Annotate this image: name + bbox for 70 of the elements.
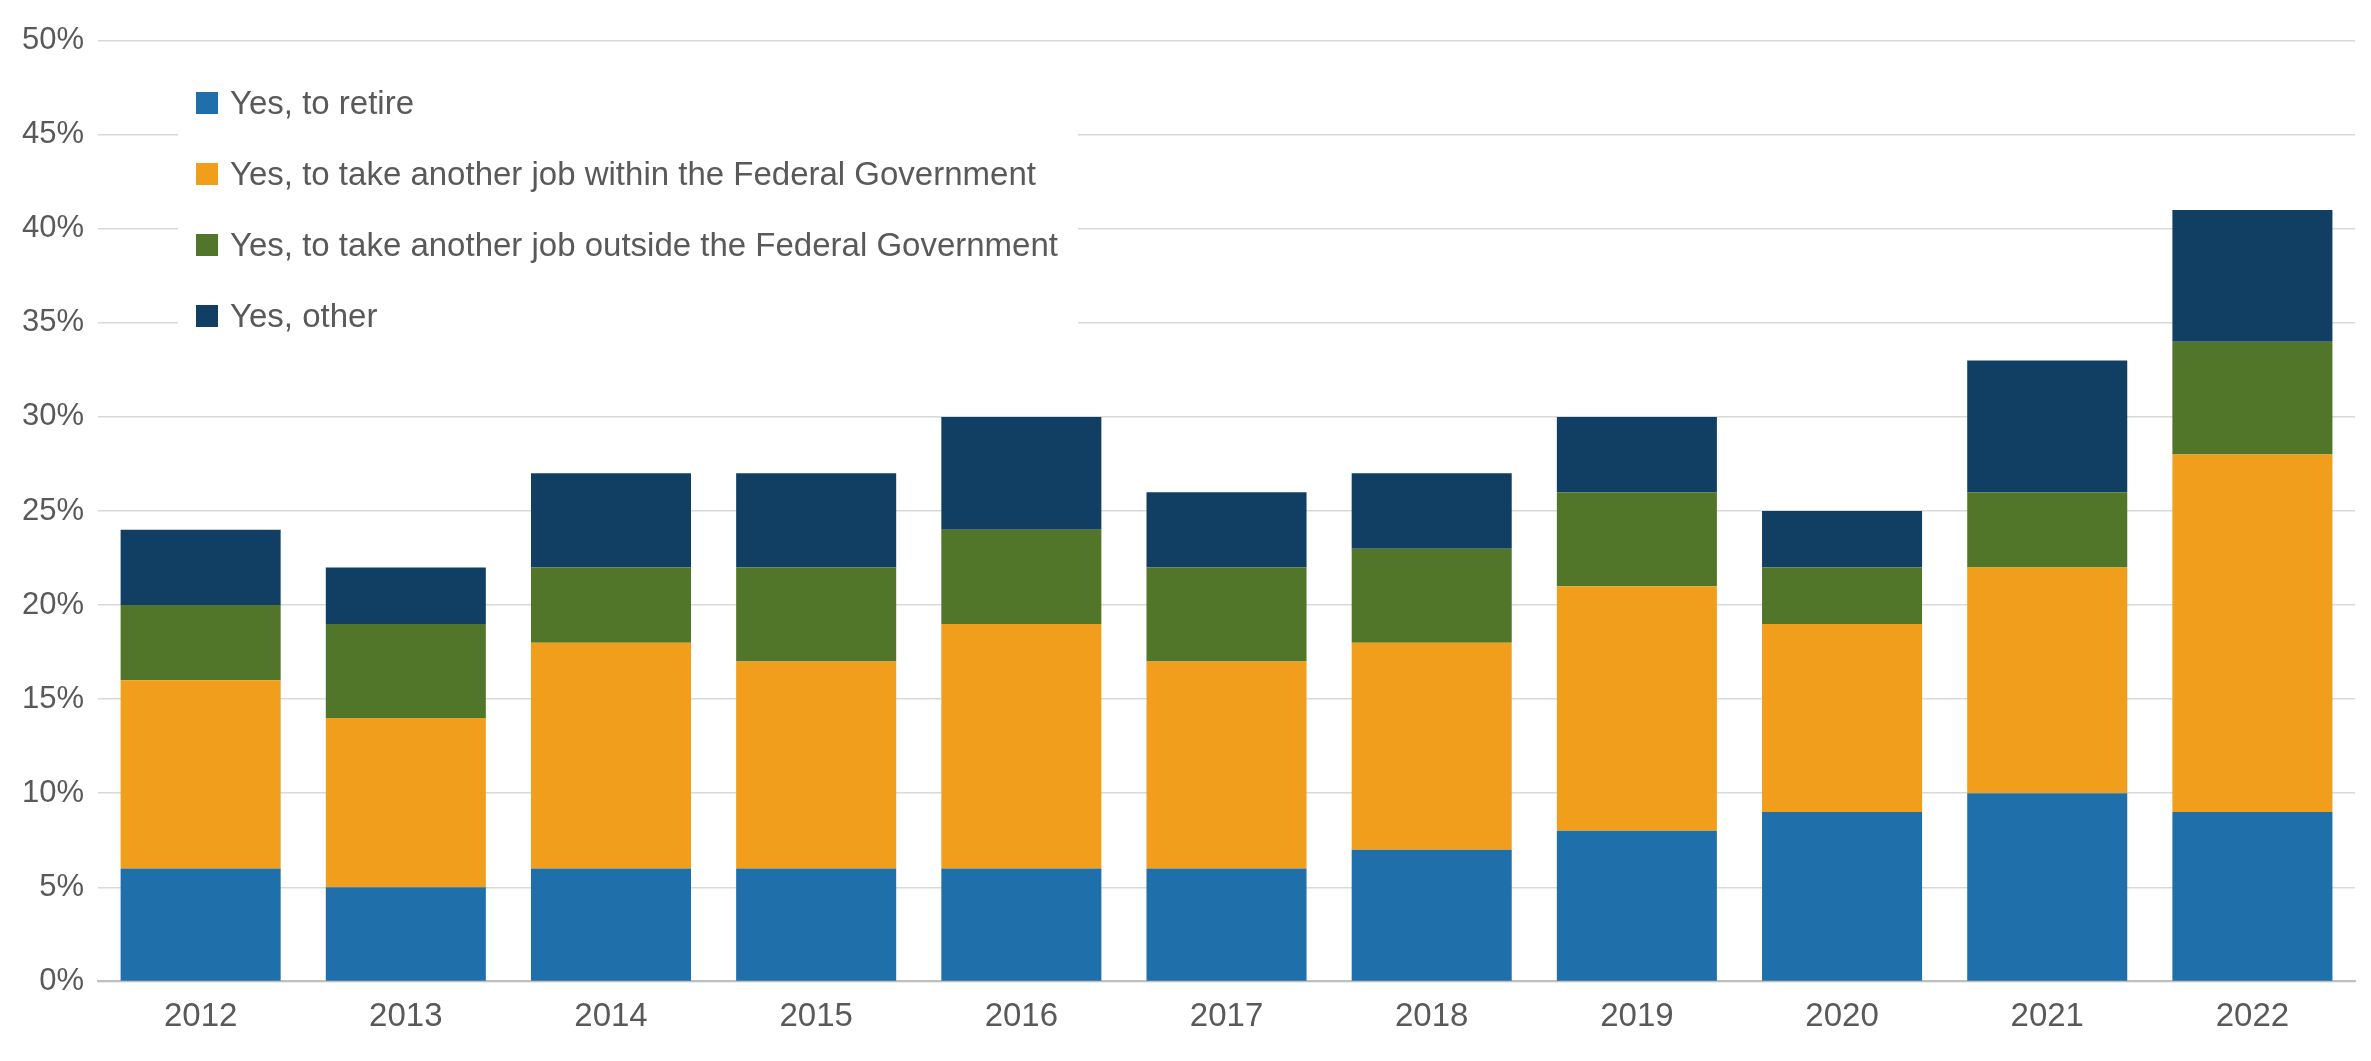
y-tick-label: 0% (39, 961, 85, 997)
bar (941, 868, 1102, 981)
y-tick-label: 40% (22, 209, 85, 245)
bar (1967, 492, 2128, 568)
x-tick-label: 2018 (1394, 996, 1469, 1034)
y-tick-label: 10% (22, 773, 85, 809)
x-tick-label: 2013 (369, 996, 443, 1034)
bar (1146, 868, 1307, 981)
y-tick-label: 5% (39, 867, 85, 903)
x-tick-label: 2012 (163, 996, 238, 1034)
bar (1556, 830, 1717, 981)
legend-label: Yes, other (230, 296, 378, 335)
bar (120, 605, 281, 681)
x-tick-label: 2015 (779, 996, 853, 1034)
legend-label: Yes, to take another job within the Federal Government (230, 154, 1036, 193)
bar (2172, 812, 2333, 981)
y-tick-label: 20% (22, 585, 85, 621)
x-tick-label: 2017 (1189, 996, 1264, 1034)
bar (1351, 642, 1512, 850)
bar (941, 416, 1102, 530)
x-tick-label: 2022 (2215, 996, 2290, 1034)
bar (325, 717, 486, 888)
bar (1351, 473, 1512, 549)
bar (941, 529, 1102, 624)
bar (530, 473, 692, 568)
bar (2172, 454, 2333, 813)
y-tick-label: 50% (22, 21, 85, 57)
bar (736, 868, 897, 981)
bar (1556, 416, 1717, 493)
legend-label: Yes, to take another job outside the Federal Government (230, 225, 1058, 264)
y-tick-label: 25% (22, 491, 85, 527)
bar (1967, 567, 2128, 794)
bar (1762, 567, 1923, 624)
bar (1762, 511, 1923, 568)
bar (120, 868, 281, 981)
y-tick-label: 30% (22, 397, 85, 433)
x-tick-label: 2021 (2010, 996, 2084, 1034)
bar (1967, 793, 2128, 981)
bar (1556, 492, 1717, 587)
x-tick-label: 2016 (984, 996, 1059, 1034)
x-tick-label: 2020 (1805, 996, 1879, 1034)
bar (1967, 360, 2128, 493)
bar (736, 661, 897, 869)
y-tick-label: 15% (22, 679, 85, 715)
bar (530, 642, 692, 869)
bar (325, 887, 486, 981)
bar (120, 680, 281, 869)
bar (120, 529, 281, 606)
y-tick-label: 35% (22, 303, 85, 339)
bar (325, 623, 486, 718)
bar (325, 567, 486, 624)
bar (2172, 209, 2333, 342)
legend-label: Yes, to retire (230, 83, 415, 122)
bar (736, 473, 897, 568)
bar (1762, 623, 1923, 813)
bar (1351, 548, 1512, 643)
bar (1146, 492, 1307, 568)
bar (941, 623, 1102, 869)
bar (1146, 567, 1307, 662)
x-tick-label: 2019 (1600, 996, 1674, 1034)
bar (530, 868, 692, 981)
bar (1351, 849, 1512, 981)
bar (1762, 812, 1923, 981)
bar (1556, 586, 1717, 831)
x-tick-label: 2014 (574, 996, 648, 1034)
bar (1146, 661, 1307, 869)
bar (530, 567, 692, 643)
bar (736, 567, 897, 662)
y-tick-label: 45% (22, 115, 85, 151)
bar (2172, 341, 2333, 455)
